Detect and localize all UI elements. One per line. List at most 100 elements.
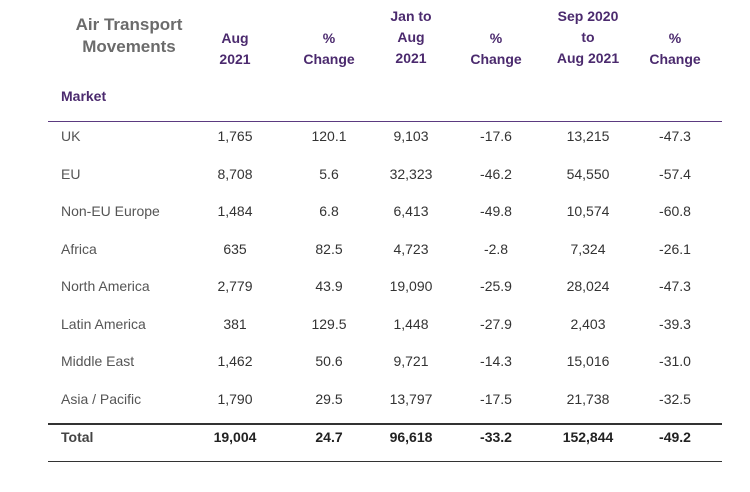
column-header-line: Aug 2021 (556, 50, 620, 66)
header-divider (48, 121, 722, 122)
column-header-line: to (581, 29, 595, 45)
table-row: Middle East 1,462 50.6 9,721 -14.3 15,01… (48, 347, 722, 385)
value-cell: -31.0 (659, 353, 691, 369)
value-cell: -57.4 (659, 165, 691, 182)
column-header-jan-to-aug-2021: Jan to Aug 2021 (364, 6, 458, 69)
value-cell: 635 (223, 240, 247, 257)
value-cell: 8,708 (217, 165, 253, 182)
column-header-line: Aug (397, 29, 425, 45)
table-header: Air Transport Movements Aug 2021 % Chang… (48, 0, 722, 122)
column-header-line: Jan to (390, 8, 432, 24)
value-cell: 2,779 (217, 278, 253, 294)
column-header-pct-change-3: % Change (628, 28, 722, 70)
column-header-line: Aug (221, 30, 249, 46)
column-header-pct-change-2: % Change (448, 28, 544, 70)
column-header-pct-change-1: % Change (282, 28, 376, 70)
value-cell: -47.3 (659, 278, 691, 294)
value-cell: 54,550 (566, 165, 610, 182)
value-cell: 21,738 (566, 390, 610, 407)
value-cell: -32.5 (659, 390, 691, 407)
market-cell: Non-EU Europe (61, 203, 160, 219)
value-cell: 5.6 (319, 165, 339, 182)
value-cell: -47.3 (659, 128, 691, 144)
column-header-line: Change (303, 51, 355, 67)
value-cell: 10,574 (566, 203, 610, 219)
bottom-divider (48, 461, 722, 462)
table-row: EU 8,708 5.6 32,323 -46.2 54,550 -57.4 (48, 160, 722, 198)
column-header-aug-2021: Aug 2021 (188, 28, 282, 70)
table-row: Asia / Pacific 1,790 29.5 13,797 -17.5 2… (48, 385, 722, 423)
value-cell: -27.9 (480, 315, 512, 332)
table-row: Latin America 381 129.5 1,448 -27.9 2,40… (48, 310, 722, 348)
value-cell: 120.1 (311, 128, 347, 144)
market-cell: UK (61, 128, 81, 144)
value-cell: 6.8 (319, 203, 339, 219)
value-cell: 1,484 (217, 203, 253, 219)
value-cell: 1,765 (217, 128, 253, 144)
table-row: UK 1,765 120.1 9,103 -17.6 13,215 -47.3 (48, 122, 722, 160)
row-header-market: Market (61, 88, 107, 104)
total-value-cell: 19,004 (213, 429, 257, 445)
value-cell: -46.2 (480, 165, 512, 182)
value-cell: -26.1 (659, 240, 691, 257)
column-header-line: % (322, 30, 336, 46)
market-cell: Middle East (61, 353, 135, 369)
value-cell: 1,790 (217, 390, 253, 407)
value-cell: -60.8 (659, 203, 691, 219)
value-cell: 1,462 (217, 353, 253, 369)
value-cell: 29.5 (315, 390, 343, 407)
value-cell: 9,103 (393, 128, 429, 144)
table-row: Non-EU Europe 1,484 6.8 6,413 -49.8 10,5… (48, 197, 722, 235)
column-header-line: Sep 2020 (557, 8, 619, 24)
value-cell: 50.6 (315, 353, 343, 369)
value-cell: 15,016 (566, 353, 610, 369)
column-header-line: Change (470, 51, 522, 67)
value-cell: -49.8 (480, 203, 512, 219)
value-cell: -25.9 (480, 278, 512, 294)
column-header-line: Change (649, 51, 701, 67)
table-title: Air Transport Movements (64, 14, 194, 58)
value-cell: 4,723 (393, 240, 429, 257)
value-cell: -2.8 (483, 240, 509, 257)
value-cell: 9,721 (393, 353, 429, 369)
table-row: North America 2,779 43.9 19,090 -25.9 28… (48, 272, 722, 310)
table-row: Africa 635 82.5 4,723 -2.8 7,324 -26.1 (48, 235, 722, 273)
total-value-cell: 24.7 (315, 429, 343, 445)
value-cell: 1,448 (393, 315, 429, 332)
value-cell: 19,090 (389, 278, 433, 294)
total-label: Total (61, 429, 94, 445)
value-cell: 13,215 (566, 128, 610, 144)
value-cell: 82.5 (315, 240, 343, 257)
column-header-line: % (489, 30, 503, 46)
value-cell: -17.5 (480, 390, 512, 407)
value-cell: 43.9 (315, 278, 343, 294)
market-cell: Asia / Pacific (61, 390, 142, 407)
column-header-line: 2021 (395, 50, 427, 66)
total-row: Total 19,004 24.7 96,618 -33.2 152,844 -… (48, 425, 722, 457)
value-cell: -14.3 (480, 353, 512, 369)
column-header-line: % (668, 30, 682, 46)
table-body: UK 1,765 120.1 9,103 -17.6 13,215 -47.3 … (48, 122, 722, 422)
value-cell: 129.5 (311, 315, 347, 332)
air-transport-table: Air Transport Movements Aug 2021 % Chang… (48, 0, 722, 462)
table-title-line: Movements (82, 37, 176, 56)
value-cell: 381 (223, 315, 247, 332)
value-cell: -39.3 (659, 315, 691, 332)
total-value-cell: 152,844 (562, 429, 614, 445)
market-cell: Latin America (61, 315, 146, 332)
market-cell: Africa (61, 240, 97, 257)
value-cell: 6,413 (393, 203, 429, 219)
value-cell: 13,797 (389, 390, 433, 407)
total-value-cell: 96,618 (389, 429, 433, 445)
total-value-cell: -33.2 (480, 429, 512, 445)
column-header-sep-2020-to-aug-2021: Sep 2020 to Aug 2021 (538, 6, 638, 69)
value-cell: 28,024 (566, 278, 610, 294)
total-value-cell: -49.2 (659, 429, 691, 445)
column-header-line: 2021 (219, 51, 251, 67)
value-cell: 7,324 (570, 240, 606, 257)
table-title-line: Air Transport (75, 15, 183, 34)
value-cell: 32,323 (389, 165, 433, 182)
market-cell: North America (61, 278, 150, 294)
total-divider (48, 423, 722, 425)
value-cell: 2,403 (570, 315, 606, 332)
